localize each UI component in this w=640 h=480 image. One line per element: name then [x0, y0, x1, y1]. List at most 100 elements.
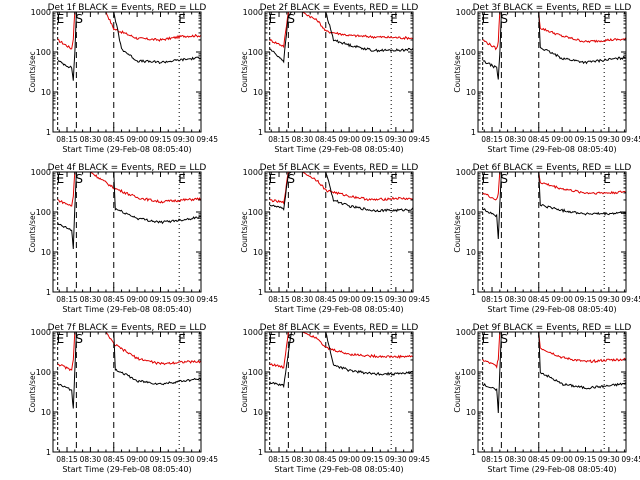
x-tick-label: 08:45	[103, 135, 125, 144]
y-tick-label: 10	[466, 88, 476, 97]
x-tick-label: 09:45	[621, 135, 640, 144]
event-marker-label: E	[390, 12, 398, 26]
x-axis-label: Start Time (29-Feb-08 08:05:40)	[274, 145, 403, 154]
x-tick-label: 09:30	[173, 455, 195, 464]
y-tick-label: 10	[466, 408, 476, 417]
event-marker-label: E	[603, 332, 611, 346]
x-tick-label: 09:00	[551, 295, 573, 304]
x-tick-label: 09:45	[621, 295, 640, 304]
x-tick-label: 09:15	[362, 455, 384, 464]
x-tick-label: 09:45	[408, 135, 430, 144]
event-marker-label: E	[603, 12, 611, 26]
y-axis-label: Counts/sec	[240, 211, 249, 252]
y-tick-label: 10	[466, 248, 476, 257]
x-axis-label: Start Time (29-Feb-08 08:05:40)	[62, 305, 191, 314]
plot-frame	[52, 11, 202, 133]
event-marker-label: E	[269, 332, 277, 346]
x-tick-label: 09:00	[126, 135, 148, 144]
event-marker-label: E	[57, 332, 65, 346]
y-tick-label: 10	[41, 88, 51, 97]
x-tick-label: 08:45	[103, 455, 125, 464]
y-tick-label: 1000	[31, 168, 51, 177]
y-axis-label: Counts/sec	[28, 371, 37, 412]
event-marker-label: E	[178, 172, 186, 186]
y-tick-label: 100	[248, 208, 263, 217]
event-marker-label: S	[500, 332, 508, 346]
plot-frame	[264, 171, 414, 293]
y-tick-label: 1000	[456, 328, 476, 337]
event-marker-label: S	[500, 12, 508, 26]
events-rate-line	[57, 172, 201, 250]
lld-rate-line	[482, 172, 626, 201]
y-tick-label: 1	[471, 288, 476, 297]
lld-rate-line	[57, 332, 201, 372]
event-marker-label: S	[75, 172, 83, 186]
event-marker-label: E	[390, 172, 398, 186]
x-tick-label: 08:30	[80, 135, 102, 144]
plot-frame	[477, 171, 627, 293]
y-tick-label: 1	[46, 288, 51, 297]
x-tick-label: 09:00	[338, 455, 360, 464]
event-marker-label: S	[75, 12, 83, 26]
event-marker-label: E	[57, 12, 65, 26]
panel-title: Det 7f BLACK = Events, RED = LLD	[48, 323, 207, 333]
x-tick-label: 08:30	[292, 295, 314, 304]
y-tick-label: 1	[258, 128, 263, 137]
y-tick-label: 100	[36, 48, 51, 57]
x-axis-label: Start Time (29-Feb-08 08:05:40)	[487, 145, 616, 154]
x-axis-label: Start Time (29-Feb-08 08:05:40)	[487, 305, 616, 314]
y-tick-label: 100	[248, 368, 263, 377]
x-tick-label: 09:00	[551, 135, 573, 144]
y-tick-label: 1	[471, 128, 476, 137]
plot-frame	[477, 331, 627, 453]
lld-rate-line	[482, 332, 626, 369]
y-tick-label: 1000	[456, 8, 476, 17]
panel-title: Det 6f BLACK = Events, RED = LLD	[473, 163, 632, 173]
x-tick-label: 09:00	[551, 455, 573, 464]
event-marker-label: E	[178, 332, 186, 346]
x-tick-label: 08:30	[505, 135, 527, 144]
x-tick-label: 08:30	[505, 455, 527, 464]
x-tick-label: 09:15	[575, 135, 597, 144]
y-axis-label: Counts/sec	[28, 51, 37, 92]
x-tick-label: 08:15	[268, 295, 290, 304]
y-tick-label: 100	[248, 48, 263, 57]
events-rate-line	[482, 172, 626, 240]
x-tick-label: 08:30	[505, 295, 527, 304]
x-tick-label: 08:15	[481, 135, 503, 144]
panel-title: Det 1f BLACK = Events, RED = LLD	[48, 3, 207, 13]
events-rate-line	[482, 12, 626, 80]
y-tick-label: 100	[36, 208, 51, 217]
x-tick-label: 09:00	[126, 295, 148, 304]
x-tick-label: 09:30	[598, 295, 620, 304]
y-tick-label: 1000	[243, 168, 263, 177]
x-tick-label: 08:15	[268, 135, 290, 144]
x-axis-label: Start Time (29-Feb-08 08:05:40)	[487, 465, 616, 474]
x-tick-label: 08:30	[292, 135, 314, 144]
lld-rate-line	[269, 12, 413, 49]
y-axis-label: Counts/sec	[453, 211, 462, 252]
x-tick-label: 09:45	[408, 455, 430, 464]
x-tick-label: 08:45	[528, 295, 550, 304]
x-tick-label: 09:30	[173, 295, 195, 304]
plot-frame	[264, 331, 414, 453]
event-marker-label: E	[390, 332, 398, 346]
plot-frame	[264, 11, 414, 133]
event-marker-label: S	[500, 172, 508, 186]
event-marker-label: S	[75, 332, 83, 346]
event-marker-label: E	[482, 12, 490, 26]
plot-frame	[52, 171, 202, 293]
y-tick-label: 1	[258, 288, 263, 297]
x-tick-label: 08:45	[528, 135, 550, 144]
lld-rate-line	[269, 172, 413, 205]
y-axis-label: Counts/sec	[28, 211, 37, 252]
y-tick-label: 10	[41, 408, 51, 417]
panel-title: Det 3f BLACK = Events, RED = LLD	[473, 3, 632, 13]
events-rate-line	[269, 12, 413, 64]
x-tick-label: 09:15	[362, 135, 384, 144]
event-marker-label: E	[482, 172, 490, 186]
